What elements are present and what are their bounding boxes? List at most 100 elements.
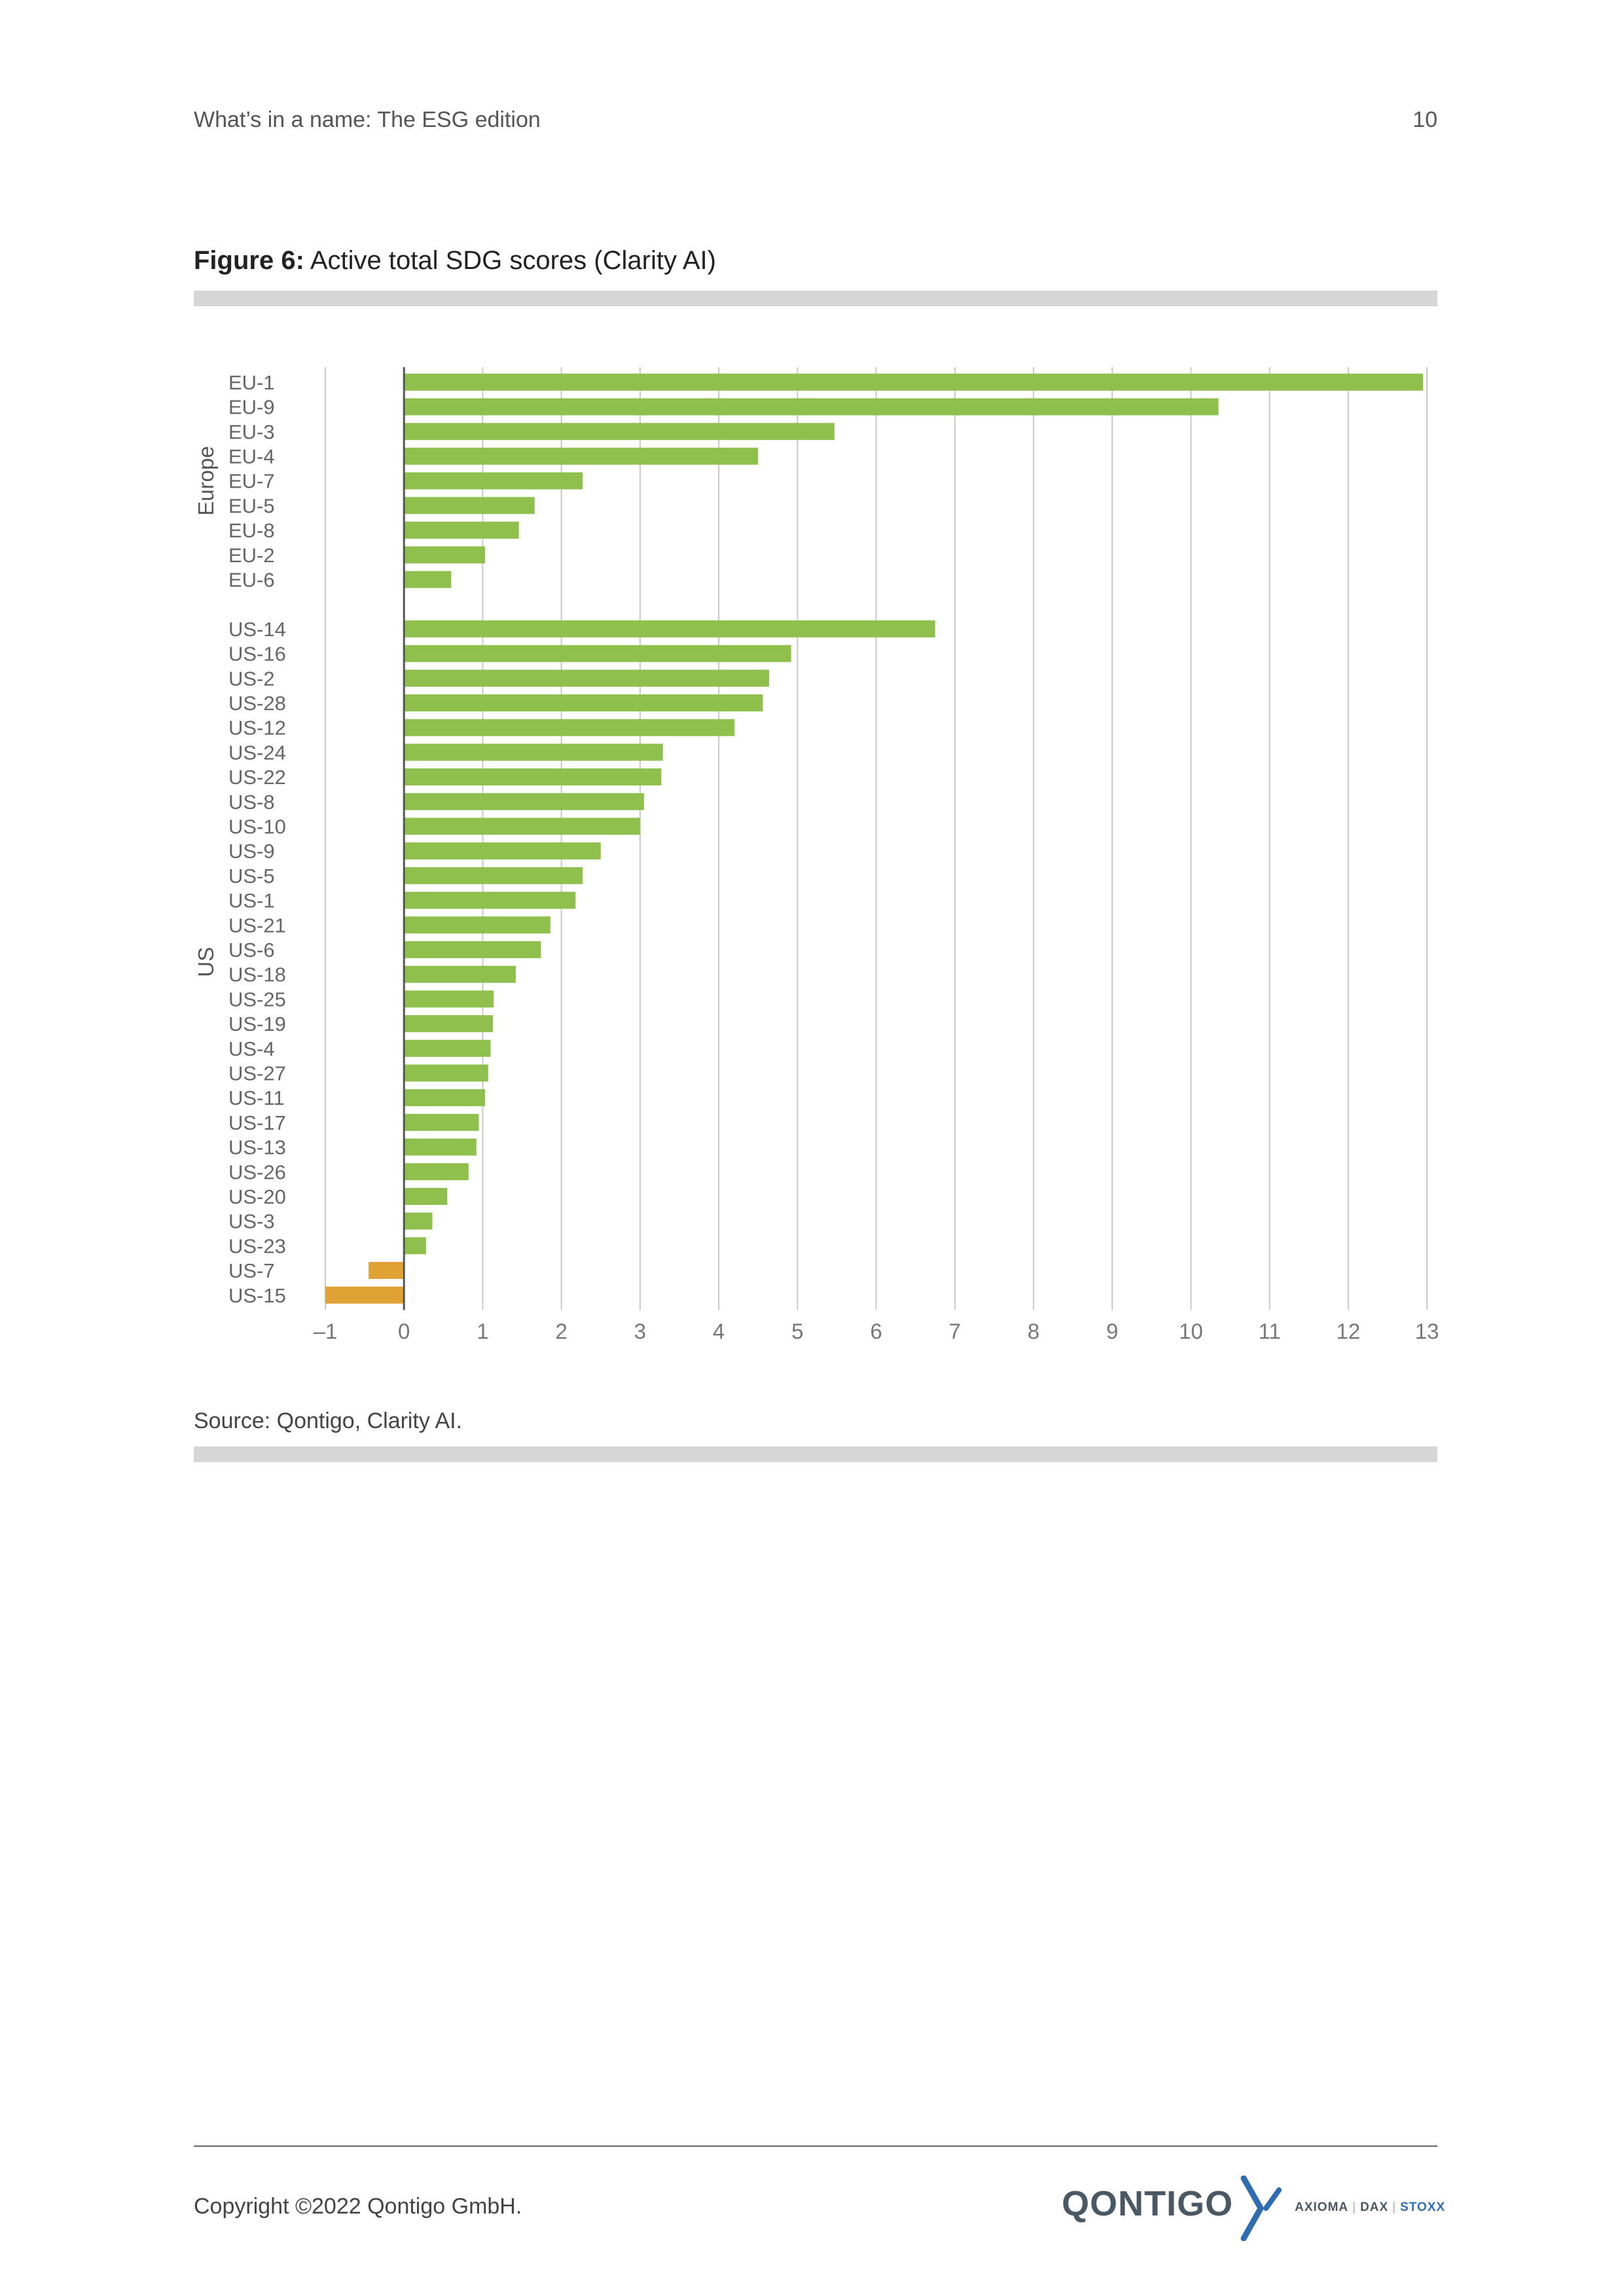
category-label: US-20 (228, 1185, 286, 1208)
page-number: 10 (1413, 107, 1437, 132)
bar-us-20 (404, 1187, 448, 1205)
category-label: US-15 (228, 1284, 286, 1307)
x-tick-label: 12 (1336, 1319, 1360, 1344)
bar-us-22 (404, 768, 662, 786)
bar-us-12 (404, 719, 735, 736)
x-tick-label: 2 (555, 1319, 567, 1344)
x-tick-label: 5 (791, 1319, 803, 1344)
brand-dax: DAX (1360, 2200, 1389, 2214)
bar-us-15 (325, 1286, 405, 1304)
bar-us-27 (404, 1064, 488, 1082)
category-label: US-16 (228, 643, 286, 666)
bar-us-26 (404, 1163, 469, 1181)
bar-us-8 (404, 793, 644, 810)
category-label: US-21 (228, 914, 286, 937)
category-label: EU-6 (228, 568, 275, 591)
category-label: US-1 (228, 889, 275, 912)
category-label: US-28 (228, 692, 286, 715)
category-label: US-24 (228, 741, 286, 764)
category-label: EU-9 (228, 396, 275, 419)
category-label: US-11 (228, 1086, 285, 1109)
bar-eu-2 (404, 546, 486, 564)
x-tick-label: 11 (1258, 1319, 1280, 1344)
category-label: EU-2 (228, 544, 275, 567)
bar-us-7 (369, 1262, 405, 1280)
x-tick-label: 10 (1179, 1319, 1203, 1344)
bar-eu-3 (404, 423, 835, 440)
category-label: EU-1 (228, 371, 275, 394)
figure-number: Figure 6: (194, 246, 304, 275)
category-label: US-27 (228, 1062, 286, 1085)
category-label: US-8 (228, 791, 275, 814)
bar-eu-5 (404, 497, 535, 514)
bar-us-13 (404, 1138, 477, 1156)
category-label: US-7 (228, 1259, 275, 1282)
figure-caption: Active total SDG scores (Clarity AI) (310, 246, 716, 275)
category-label: US-26 (228, 1160, 286, 1183)
bar-us-19 (404, 1015, 494, 1033)
bar-eu-4 (404, 447, 759, 465)
bar-us-3 (404, 1212, 433, 1230)
category-label: US-10 (228, 815, 286, 838)
qontigo-x-logo-icon (1240, 2176, 1282, 2241)
category-label: US-14 (228, 618, 286, 641)
category-label: EU-7 (228, 470, 275, 493)
bar-us-1 (404, 891, 576, 909)
qontigo-logo: QONTIGO (1062, 2184, 1233, 2223)
category-label: EU-8 (228, 519, 275, 542)
bar-us-6 (404, 941, 541, 958)
bar-eu-9 (404, 398, 1219, 416)
x-tick-label: 13 (1415, 1319, 1439, 1344)
brand-axioma: AXIOMA (1295, 2200, 1348, 2214)
figure-title: Figure 6: Active total SDG scores (Clari… (194, 246, 716, 276)
sdg-score-bar-chart: –1 0 1 2 3 4 5 6 7 8 9 10 11 12 13EU-1EU-9EU-3EU-4EU-7… (194, 367, 1439, 1344)
bar-us-5 (404, 867, 583, 884)
category-label: US-3 (228, 1210, 275, 1233)
bar-us-10 (404, 817, 640, 835)
bar-us-9 (404, 842, 601, 860)
category-label: EU-4 (228, 445, 275, 468)
document-header-title: What’s in a name: The ESG edition (194, 107, 541, 132)
x-tick-label: 0 (398, 1319, 410, 1344)
category-label: US-17 (228, 1111, 286, 1134)
group-label: US (194, 947, 218, 977)
figure-bottom-rule (194, 1446, 1437, 1462)
source-note: Source: Qontigo, Clarity AI. (194, 1408, 463, 1433)
category-label: US-12 (228, 717, 286, 740)
category-label: US-23 (228, 1234, 286, 1257)
bar-us-16 (404, 645, 791, 662)
category-label: US-18 (228, 963, 286, 986)
x-tick-label: 9 (1106, 1319, 1118, 1344)
category-label: US-25 (228, 988, 286, 1011)
bar-us-14 (404, 620, 935, 637)
category-label: US-19 (228, 1013, 286, 1035)
x-tick-label: 8 (1028, 1319, 1039, 1344)
bar-us-21 (404, 916, 550, 934)
bar-us-25 (404, 990, 494, 1008)
bar-us-28 (404, 694, 763, 711)
category-label: EU-3 (228, 420, 275, 443)
footer-rule (194, 2145, 1437, 2147)
bar-us-2 (404, 670, 770, 687)
bar-us-17 (404, 1113, 479, 1131)
bar-eu-7 (404, 472, 583, 490)
group-label: Europe (194, 446, 218, 515)
category-label: US-2 (228, 667, 275, 690)
bar-eu-1 (404, 373, 1423, 391)
category-label: US-6 (228, 939, 275, 961)
category-label: EU-5 (228, 494, 275, 517)
x-tick-label: 1 (477, 1319, 488, 1344)
x-tick-label: –1 (314, 1319, 338, 1344)
bar-eu-6 (404, 571, 452, 588)
x-tick-label: 3 (634, 1319, 646, 1344)
bar-eu-8 (404, 522, 519, 539)
bar-us-11 (404, 1089, 486, 1107)
category-label: US-5 (228, 865, 275, 888)
copyright: Copyright ©2022 Qontigo GmbH. (194, 2194, 522, 2219)
figure-top-rule (194, 291, 1437, 306)
category-label: US-4 (228, 1037, 275, 1060)
category-label: US-22 (228, 766, 286, 789)
bar-us-4 (404, 1039, 491, 1057)
bar-us-23 (404, 1237, 426, 1255)
category-label: US-13 (228, 1136, 286, 1159)
